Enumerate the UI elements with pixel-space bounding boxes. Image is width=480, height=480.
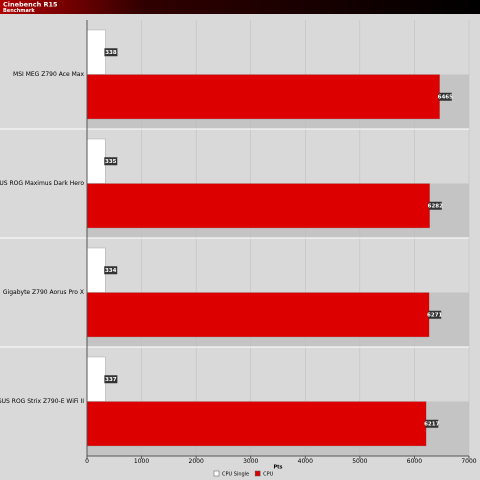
value-label-box [104, 375, 118, 384]
x-axis-label: Pts [273, 465, 282, 471]
value-label-box [428, 201, 442, 210]
value-label: 6465 [438, 94, 453, 100]
header-bar [0, 0, 480, 14]
value-label: 338 [105, 50, 117, 56]
category-label: MSI MEG Z790 Ace Max [13, 71, 84, 78]
category-label: ASUS ROG Maximus Dark Hero [0, 180, 84, 187]
bar [86, 292, 430, 338]
x-tick-label: 5000 [352, 458, 367, 465]
x-tick-label: 4000 [298, 458, 313, 465]
x-tick-label: 3000 [243, 458, 258, 465]
bar [86, 356, 106, 402]
legend-swatch [213, 470, 220, 477]
value-label: 335 [105, 159, 117, 165]
chart-subtitle: Benchmark [3, 8, 35, 14]
value-label: 6271 [427, 312, 442, 318]
legend-swatch [254, 470, 261, 477]
legend-label: CPU [263, 472, 274, 478]
x-tick-label: 2000 [189, 458, 204, 465]
value-label: 334 [105, 268, 117, 274]
category-label: ASUS ROG Strix Z790-E WiFi II [0, 398, 84, 405]
value-label-box [104, 157, 118, 166]
value-label: 337 [105, 377, 117, 383]
bar [86, 247, 106, 293]
x-tick-label: 0 [85, 458, 89, 465]
value-label-box [104, 48, 118, 57]
x-tick-label: 1000 [134, 458, 149, 465]
value-label-box [438, 92, 452, 101]
x-tick-label: 7000 [461, 458, 476, 465]
bar [86, 183, 431, 229]
bar [86, 74, 441, 120]
value-label-box [428, 310, 442, 319]
bar [86, 29, 106, 75]
legend-label: CPU Single [222, 472, 249, 478]
value-label-box [425, 419, 439, 428]
x-tick-label: 6000 [407, 458, 422, 465]
value-label-box [104, 266, 118, 275]
bar [86, 401, 427, 447]
category-label: Gigabyte Z790 Aorus Pro X [3, 289, 84, 296]
value-label: 6217 [424, 421, 439, 427]
chart-title: Cinebench R15 [3, 1, 58, 9]
value-label: 6282 [428, 203, 443, 209]
bar [86, 138, 106, 184]
